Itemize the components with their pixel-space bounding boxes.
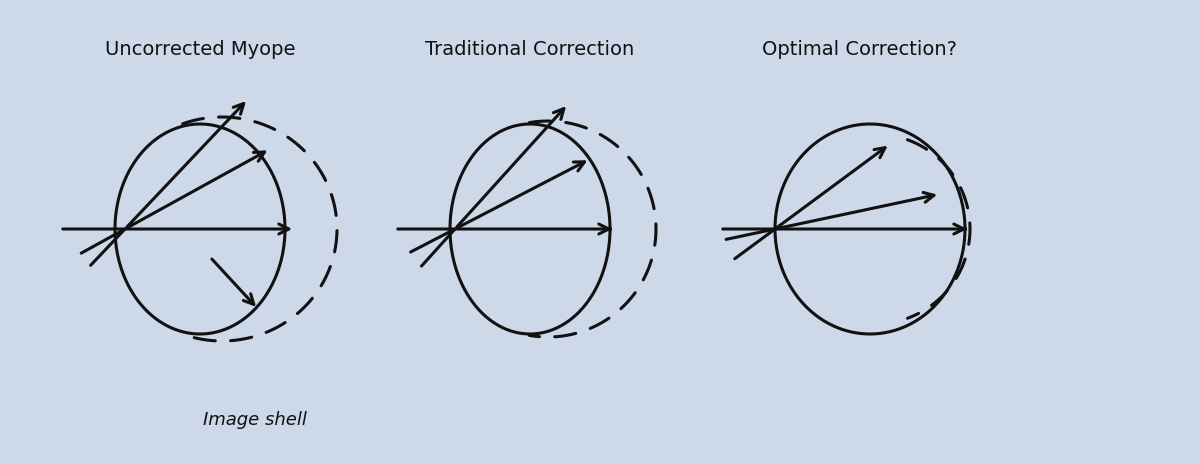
- Text: Image shell: Image shell: [203, 410, 307, 428]
- Text: Traditional Correction: Traditional Correction: [425, 40, 635, 59]
- Text: Optimal Correction?: Optimal Correction?: [762, 40, 958, 59]
- Text: Uncorrected Myope: Uncorrected Myope: [104, 40, 295, 59]
